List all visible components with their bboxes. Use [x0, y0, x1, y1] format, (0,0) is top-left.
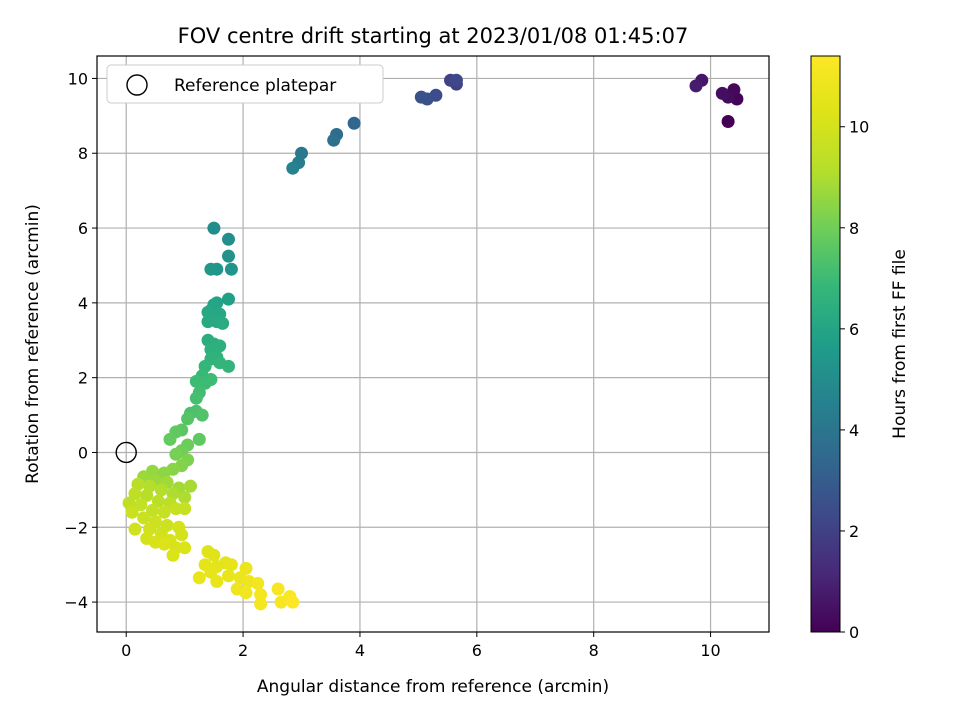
- scatter-points: [122, 73, 744, 611]
- data-point: [204, 565, 218, 579]
- plot-frame: [96, 55, 770, 633]
- data-point: [207, 221, 221, 235]
- colorbar-gradient: [810, 55, 841, 633]
- data-point: [715, 86, 729, 100]
- data-point: [125, 505, 139, 519]
- data-point: [216, 316, 230, 330]
- data-point: [128, 522, 142, 536]
- data-point: [189, 391, 203, 405]
- data-point: [166, 548, 180, 562]
- y-tick-label: −4: [64, 593, 88, 612]
- data-point: [224, 262, 238, 276]
- data-point: [134, 498, 148, 512]
- legend-label-reference: Reference platepar: [174, 76, 336, 96]
- data-point: [222, 569, 235, 583]
- colorbar: 0 2 4 6 8 10 Hours from first FF file: [810, 55, 910, 642]
- data-point: [222, 249, 235, 263]
- data-point: [157, 505, 171, 519]
- data-point: [210, 575, 224, 588]
- y-tick-label: 6: [78, 219, 88, 238]
- colorbar-tick-label: 10: [849, 118, 869, 137]
- chart-title: FOV centre drift starting at 2023/01/08 …: [178, 24, 689, 48]
- data-point: [154, 483, 168, 497]
- data-point: [286, 595, 300, 609]
- data-point: [192, 571, 206, 585]
- data-point: [222, 232, 235, 246]
- data-point: [181, 412, 195, 426]
- colorbar-tick-label: 6: [849, 320, 859, 339]
- data-point: [201, 305, 215, 319]
- x-tick-label: 6: [472, 641, 482, 660]
- data-point: [178, 541, 192, 555]
- y-tick-label: 8: [78, 144, 88, 163]
- y-tick-label: 4: [78, 294, 88, 313]
- data-point: [286, 161, 300, 175]
- x-tick-label: 8: [589, 641, 599, 660]
- data-point: [192, 432, 206, 446]
- data-point: [204, 262, 218, 276]
- x-axis-ticks: 0 2 4 6 8 10: [121, 632, 721, 660]
- colorbar-tick-label: 2: [849, 522, 859, 541]
- data-point: [449, 73, 463, 87]
- data-point: [414, 90, 428, 104]
- data-point: [239, 561, 253, 575]
- reference-platepar-marker: [115, 441, 137, 464]
- colorbar-tick-label: 0: [849, 623, 859, 642]
- data-point: [222, 359, 235, 373]
- reference-marker: [115, 441, 137, 464]
- x-tick-label: 4: [355, 641, 365, 660]
- data-point: [178, 490, 192, 504]
- data-point: [146, 503, 159, 517]
- data-point: [140, 489, 154, 502]
- data-point: [178, 502, 192, 516]
- data-point: [151, 494, 165, 508]
- data-point: [207, 548, 221, 562]
- data-point: [163, 432, 177, 446]
- data-point: [254, 588, 268, 602]
- data-point: [327, 133, 341, 147]
- data-point: [271, 582, 285, 596]
- data-point: [721, 115, 735, 128]
- legend-marker-reference: [126, 74, 148, 96]
- x-tick-label: 0: [121, 641, 131, 660]
- data-point: [224, 558, 238, 572]
- colorbar-ticks: 0 2 4 6 8 10: [840, 118, 869, 642]
- x-axis-label: Angular distance from reference (arcmin): [257, 677, 609, 697]
- colorbar-label: Hours from first FF file: [890, 249, 910, 439]
- x-tick-label: 10: [700, 641, 720, 660]
- data-point: [689, 79, 703, 93]
- data-point: [239, 586, 253, 600]
- y-axis-label: Rotation from reference (arcmin): [23, 204, 43, 484]
- data-point: [222, 292, 235, 306]
- data-point: [137, 511, 151, 525]
- y-tick-label: 0: [78, 443, 88, 462]
- data-point: [195, 408, 209, 422]
- y-tick-label: 10: [68, 69, 88, 88]
- colorbar-tick-label: 4: [849, 421, 859, 440]
- data-point: [347, 116, 361, 130]
- legend-box: [106, 64, 384, 104]
- y-tick-label: −2: [64, 518, 88, 537]
- grid-lines: [97, 56, 769, 632]
- legend: Reference platepar: [106, 64, 384, 104]
- data-point: [128, 487, 142, 501]
- data-point: [251, 576, 265, 590]
- data-point: [154, 526, 168, 540]
- data-point: [175, 528, 189, 542]
- data-point: [204, 373, 218, 386]
- data-point: [254, 597, 268, 611]
- data-point: [184, 479, 197, 493]
- data-point: [157, 537, 171, 551]
- x-tick-label: 2: [238, 641, 248, 660]
- y-tick-label: 2: [78, 369, 88, 388]
- data-point: [169, 447, 183, 461]
- colorbar-tick-label: 8: [849, 219, 859, 238]
- y-axis-ticks: −4 −2 0 2 4 6 8 10: [64, 69, 97, 612]
